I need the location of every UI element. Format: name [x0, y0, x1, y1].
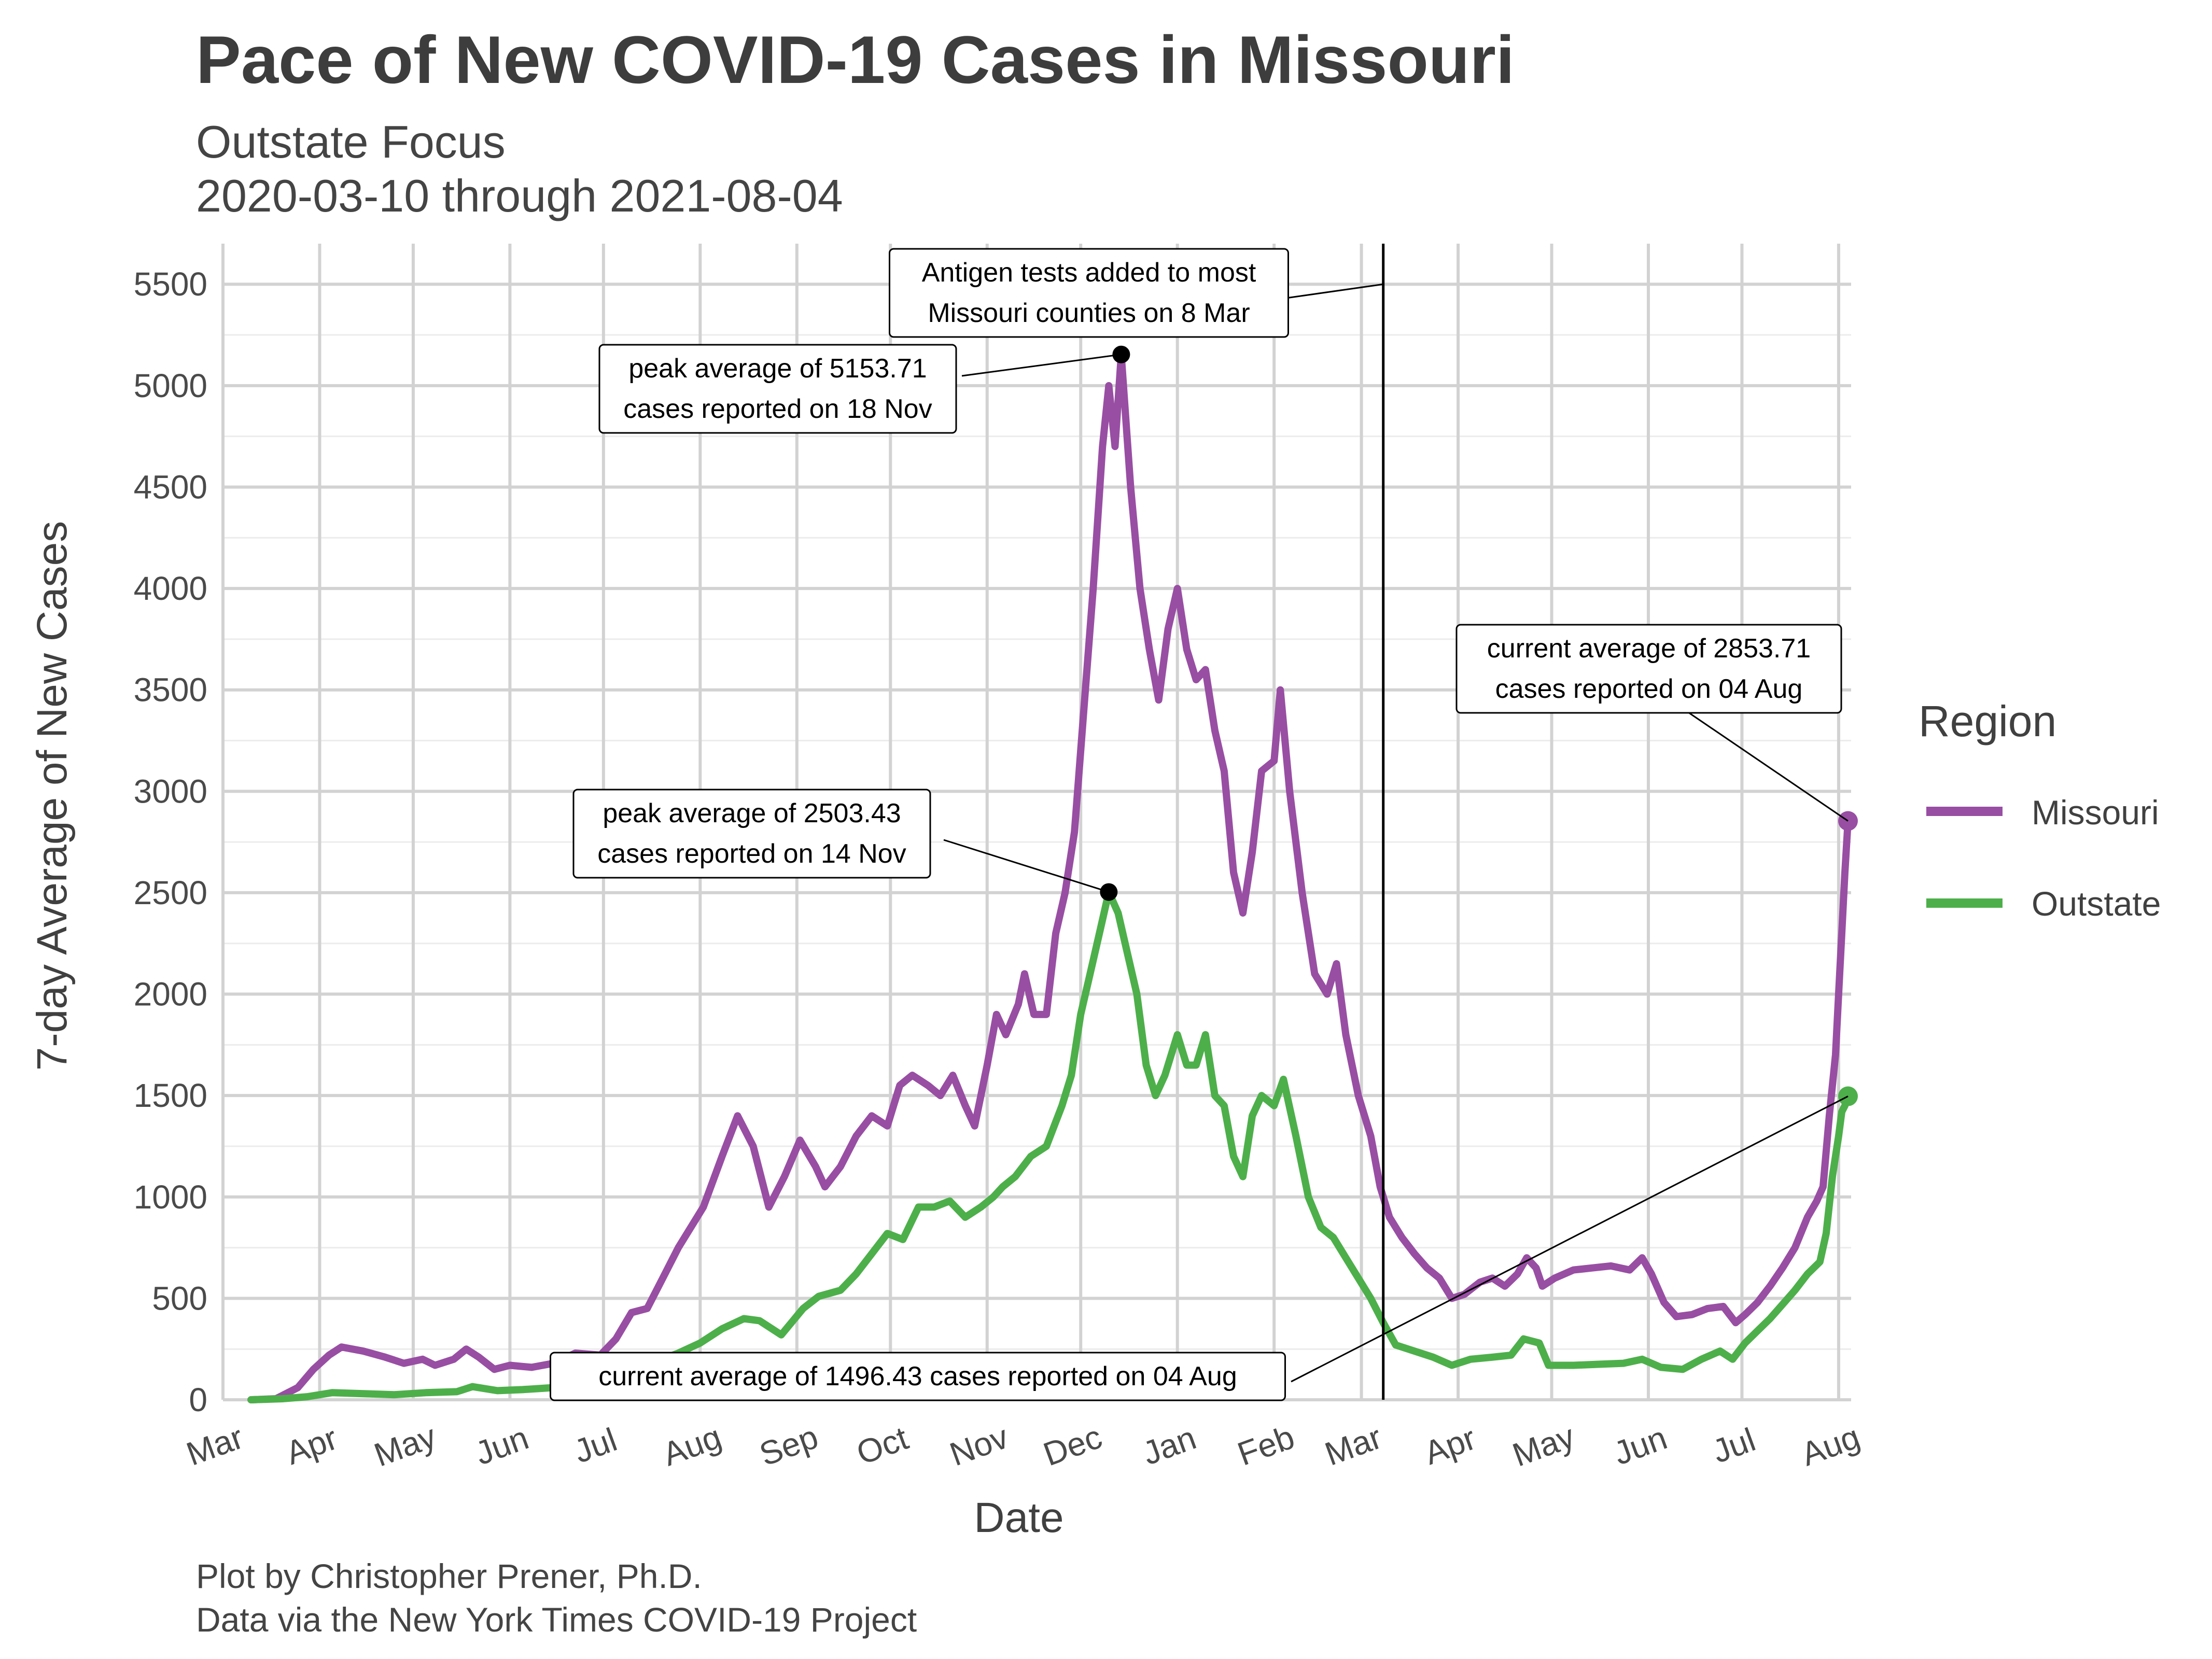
caption-line-1: Plot by Christopher Prener, Ph.D. [196, 1557, 702, 1595]
annotation-text: Missouri counties on 8 Mar [928, 298, 1250, 328]
annotation-leader [1285, 283, 1383, 299]
caption: Plot by Christopher Prener, Ph.D. Data v… [196, 1554, 917, 1641]
x-tick-label: Aug [658, 1418, 726, 1473]
y-tick-label: 1000 [134, 1178, 207, 1216]
series-layer [247, 244, 1858, 1403]
x-tick-label: May [369, 1417, 441, 1474]
legend: Region Missouri Outstate [1919, 697, 2161, 923]
legend-label-missouri: Missouri [2032, 793, 2159, 832]
y-tick-label: 2500 [134, 874, 207, 911]
x-tick-label: Jun [470, 1419, 534, 1472]
annotation-leader [943, 839, 1109, 893]
x-tick-label: Dec [1039, 1418, 1107, 1473]
series-line-outstate [247, 888, 1852, 1403]
caption-line-2: Data via the New York Times COVID-19 Pro… [196, 1600, 917, 1639]
annotation-box [572, 789, 931, 879]
annotation-text: cases reported on 04 Aug [1495, 674, 1803, 704]
x-tick-label: Sep [754, 1418, 823, 1473]
subtitle-line-1: Outstate Focus [196, 116, 506, 167]
annotation-leader [1685, 709, 1849, 822]
y-tick-label: 0 [189, 1381, 207, 1418]
x-tick-label: Aug [1796, 1418, 1865, 1473]
x-tick-label: Jul [569, 1421, 622, 1470]
chart-title: Pace of New COVID-19 Cases in Missouri [196, 22, 1515, 97]
series-line-missouri [247, 350, 1852, 1403]
annotation-layer: Antigen tests added to most Missouri coun… [550, 248, 1849, 1401]
annotation-text: current average of 2853.71 [1487, 634, 1811, 664]
annotation-leader [961, 354, 1122, 377]
x-tick-label: Mar [181, 1418, 248, 1472]
y-tick-label: 5500 [134, 265, 207, 303]
y-tick-label: 1500 [134, 1077, 207, 1114]
annotation-text: peak average of 2503.43 [603, 798, 901, 828]
x-axis-title: Date [974, 1494, 1063, 1541]
annotation-box [550, 1352, 1286, 1401]
annotation-text: Antigen tests added to most [922, 258, 1256, 288]
legend-label-outstate: Outstate [2032, 884, 2161, 923]
x-tick-label: Jul [1707, 1421, 1760, 1470]
x-tick-label: Oct [852, 1419, 913, 1472]
x-tick-label: Jun [1609, 1419, 1672, 1472]
annotation-leader [1291, 1095, 1849, 1383]
x-tick-label: Apr [1419, 1419, 1480, 1472]
x-tick-label: Jan [1138, 1419, 1201, 1472]
annotation-text: cases reported on 18 Nov [623, 394, 932, 424]
annotation-text: peak average of 5153.71 [628, 354, 927, 384]
x-tick-label: May [1508, 1417, 1579, 1474]
x-tick-label: Feb [1233, 1418, 1299, 1472]
y-tick-label: 4000 [134, 570, 207, 607]
legend-title: Region [1919, 697, 2056, 746]
subtitle-line-2: 2020-03-10 through 2021-08-04 [196, 170, 843, 221]
y-tick-label: 4500 [134, 468, 207, 505]
chart-subtitle: Outstate Focus 2020-03-10 through 2021-0… [196, 115, 843, 223]
y-axis-tick-labels: 0 500 1000 1500 2000 2500 3000 3500 4000 4500 5000… [134, 265, 207, 1418]
grid-lines [221, 244, 1851, 1401]
annotation-box [889, 248, 1289, 338]
y-tick-label: 3000 [134, 772, 207, 810]
x-tick-label: Nov [945, 1418, 1013, 1473]
y-tick-label: 500 [152, 1280, 207, 1317]
x-tick-label: Apr [281, 1419, 342, 1472]
annotation-box [1455, 624, 1842, 714]
y-tick-label: 3500 [134, 671, 207, 709]
annotation-text: cases reported on 14 Nov [597, 839, 906, 869]
y-tick-label: 5000 [134, 367, 207, 404]
annotation-text: current average of 1496.43 cases reporte… [598, 1361, 1237, 1391]
y-tick-label: 2000 [134, 976, 207, 1013]
y-axis-title: 7-day Average of New Cases [29, 521, 76, 1071]
annotation-box [598, 344, 957, 434]
x-tick-label: Mar [1320, 1418, 1387, 1472]
x-axis-tick-labels: Mar Apr May Jun Jul Aug Sep Oct Nov Dec Jan Feb Mar A… [181, 1417, 1865, 1474]
